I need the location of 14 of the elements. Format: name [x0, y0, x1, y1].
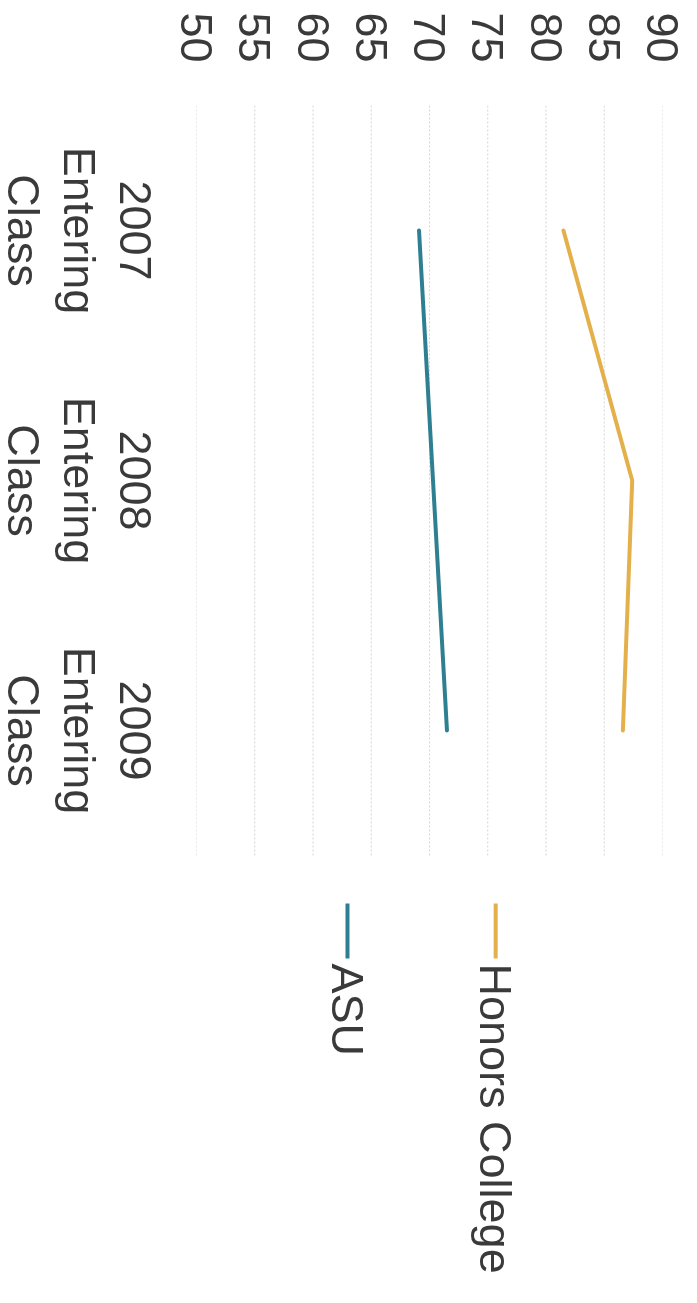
x-tick-label: 75	[462, 12, 514, 63]
x-tick-label: 80	[520, 12, 572, 63]
y-tick-label: 2009 Entering Class	[0, 646, 162, 815]
legend-label: Honors College	[470, 963, 522, 1274]
x-tick-label: 70	[404, 12, 455, 63]
x-tick-label: 85	[578, 12, 630, 63]
y-tick-label: 2007 Entering Class	[0, 146, 162, 315]
x-tick-label: 55	[229, 12, 281, 63]
y-tick-label: 2008 Entering Class	[0, 396, 162, 565]
legend-label: ASU	[321, 963, 373, 1057]
x-tick-label: 65	[345, 12, 397, 63]
x-tick-label: 60	[287, 12, 339, 63]
x-tick-label: 90	[637, 12, 688, 63]
x-tick-label: 50	[171, 12, 222, 63]
